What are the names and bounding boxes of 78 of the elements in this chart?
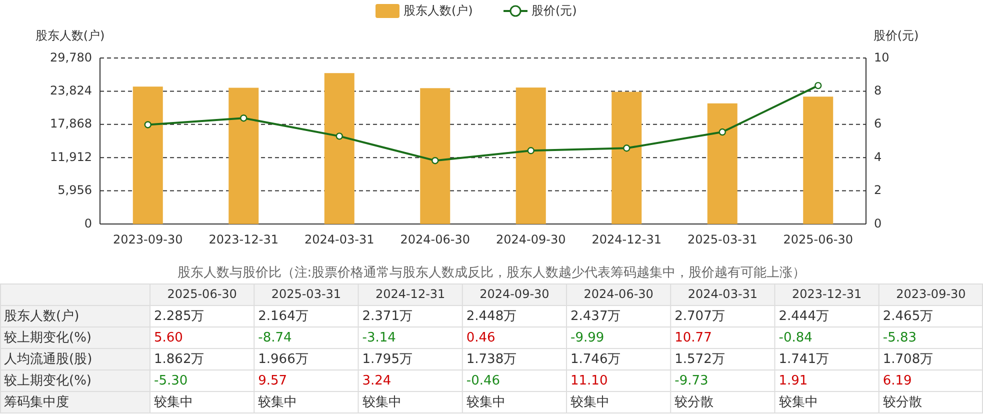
y2-tick-label: 4 <box>874 150 882 164</box>
text: 9.57 <box>258 373 288 388</box>
text: 1.966万 <box>258 352 308 367</box>
text: 3.24 <box>362 373 392 388</box>
text: 1.708万 <box>882 352 934 367</box>
category-label: 2023-09-30 <box>896 287 966 302</box>
text: 较集中 <box>258 394 298 410</box>
text: 较上期变化(%) <box>4 373 92 388</box>
x-tick-label: 2023-09-30 <box>113 232 183 246</box>
legend-label: 股价(元) <box>532 3 577 18</box>
text: -8.74 <box>258 330 292 346</box>
text: -3.14 <box>362 330 396 346</box>
x-tick-label: 2023-12-31 <box>208 232 278 246</box>
text: 1.572万 <box>674 352 725 367</box>
text: 1.795万 <box>362 352 412 367</box>
text: 筹码集中度 <box>4 394 69 410</box>
y2-axis-title: 股价(元) <box>873 28 919 42</box>
y-tick-label: 0 <box>84 216 92 230</box>
text: 2.444万 <box>778 308 829 324</box>
category-label: 2024-09-30 <box>480 287 550 302</box>
category-label: 2025-06-30 <box>167 287 237 302</box>
text: 人均流通股(股) <box>4 350 92 367</box>
text: 2.164万 <box>258 308 308 324</box>
y2-tick-label: 8 <box>874 83 882 98</box>
y2-tick-label: 10 <box>874 50 890 64</box>
text: -9.73 <box>674 373 708 388</box>
text: 股东人数与股价比（注:股票价格通常与股东人数成反比，股东人数越少代表筹码越集中，股价越有可能上涨） <box>177 266 806 281</box>
text: 2.465万 <box>882 308 934 324</box>
text: 10.77 <box>674 330 712 346</box>
text: 1.738万 <box>466 352 517 367</box>
y-tick-label: 17,868 <box>50 116 92 131</box>
text: 较分散 <box>882 394 922 410</box>
y2-tick-label: 0 <box>874 216 882 230</box>
text: 股东人数(户) <box>4 308 80 324</box>
category-label: 2024-06-30 <box>584 287 654 302</box>
text: -5.83 <box>882 330 917 346</box>
category-label: 2023-12-31 <box>792 287 862 302</box>
text: -5.30 <box>154 373 188 388</box>
text: 较分散 <box>674 394 714 410</box>
text: 11.10 <box>570 373 608 388</box>
x-tick-label: 2024-06-30 <box>400 232 470 246</box>
text: -0.46 <box>466 373 500 388</box>
text: 0.46 <box>466 330 496 346</box>
y-axis-title: 股东人数(户) <box>35 28 105 42</box>
y-tick-label: 11,912 <box>50 150 92 164</box>
text: 较集中 <box>570 394 610 410</box>
y2-tick-label: 2 <box>874 183 882 198</box>
text: 较集中 <box>778 394 818 410</box>
text: 较上期变化(%) <box>4 330 92 346</box>
text: -9.99 <box>570 330 604 346</box>
category-label: 2024-03-31 <box>688 287 758 302</box>
text: 2.707万 <box>674 308 725 324</box>
text: 2.437万 <box>570 308 621 324</box>
text: 6.19 <box>882 373 912 388</box>
y-tick-label: 5,956 <box>58 183 92 198</box>
text: 1.91 <box>778 373 808 388</box>
text: 较集中 <box>362 394 402 410</box>
category-label: 2024-12-31 <box>375 287 446 302</box>
y-tick-label: 29,780 <box>50 50 92 64</box>
y2-tick-label: 6 <box>874 116 882 131</box>
legend-label: 股东人数(户) <box>404 3 473 18</box>
x-tick-label: 2024-09-30 <box>496 232 566 246</box>
y-tick-label: 23,824 <box>50 83 92 98</box>
text: 较集中 <box>154 394 193 410</box>
text: 较集中 <box>466 394 506 410</box>
text: 2.285万 <box>154 308 204 324</box>
text: 2.371万 <box>362 308 412 324</box>
text: -0.84 <box>778 330 812 346</box>
x-tick-label: 2024-03-31 <box>304 232 374 246</box>
x-tick-label: 2024-12-31 <box>592 232 662 246</box>
text: 1.862万 <box>154 352 204 367</box>
x-tick-label: 2025-06-30 <box>783 232 853 246</box>
text: 1.741万 <box>778 352 829 367</box>
category-label: 2025-03-31 <box>271 287 342 302</box>
text: 5.60 <box>154 330 183 346</box>
x-tick-label: 2025-03-31 <box>688 232 758 246</box>
text: 1.746万 <box>570 352 621 367</box>
text: 2.448万 <box>466 308 517 324</box>
